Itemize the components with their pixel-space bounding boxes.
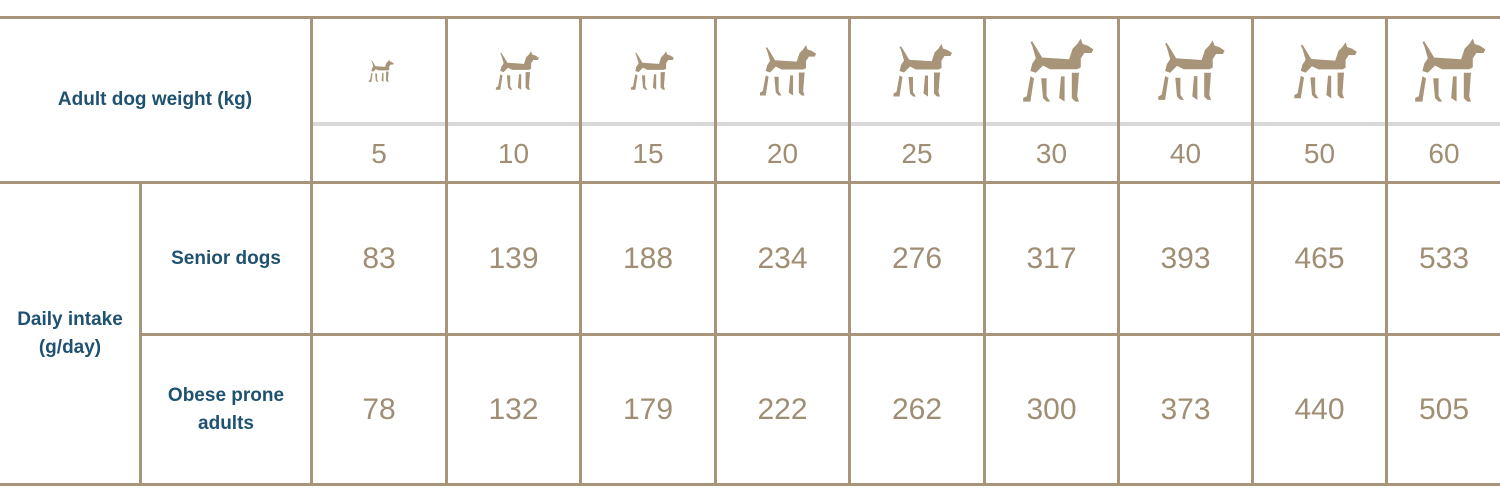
chihuahua-icon <box>368 58 394 82</box>
shepherd-icon <box>1022 38 1093 102</box>
intake-value: 276 <box>891 241 943 275</box>
dog-icon-cell <box>582 19 714 122</box>
intake-value: 139 <box>488 241 539 275</box>
row-label-senior: Senior dogs <box>171 247 281 269</box>
row-divider <box>140 333 1500 336</box>
schnauzer-icon <box>1158 39 1225 100</box>
column-border <box>139 181 142 485</box>
dog-icon-cell <box>1254 19 1385 122</box>
dog-icon-cell <box>1120 19 1251 122</box>
intake-value: 78 <box>362 392 396 426</box>
bull-terrier-icon <box>759 44 816 95</box>
column-border <box>714 16 717 485</box>
weight-header: Adult dog weight (kg) <box>57 89 253 110</box>
weight-value: 60 <box>1428 137 1460 169</box>
column-border <box>579 16 582 485</box>
dog-icon-cell <box>717 19 848 122</box>
column-border <box>1385 16 1388 485</box>
pointer-icon <box>1293 41 1357 98</box>
dog-icon-cell <box>1388 19 1500 122</box>
dog-icon-cell <box>851 19 983 122</box>
intake-value: 465 <box>1294 241 1345 275</box>
intake-value: 222 <box>757 392 808 426</box>
weight-value: 20 <box>766 137 799 169</box>
dog-icon-cell <box>448 19 579 122</box>
column-border <box>1251 16 1254 485</box>
great-dane-icon <box>1415 38 1486 102</box>
weight-value: 15 <box>632 137 664 169</box>
intake-value: 505 <box>1418 392 1470 426</box>
intake-value: 179 <box>622 392 674 426</box>
header-divider <box>312 122 1500 126</box>
intake-header: Daily intake (g/day) <box>17 309 123 358</box>
intake-value: 188 <box>622 241 674 275</box>
intake-value: 533 <box>1418 241 1470 275</box>
intake-value: 132 <box>488 392 539 426</box>
column-border <box>848 16 851 485</box>
weight-value: 30 <box>1035 137 1068 169</box>
intake-value: 83 <box>362 241 396 275</box>
weight-value: 10 <box>497 137 530 169</box>
row-label-obese: Obese prone adults <box>167 384 285 434</box>
intake-value: 373 <box>1160 392 1211 426</box>
dog-icon-cell <box>313 19 445 122</box>
weight-value: 50 <box>1303 137 1336 169</box>
weight-value: 5 <box>371 137 387 169</box>
intake-value: 262 <box>891 392 943 426</box>
terrier-icon <box>630 50 674 90</box>
dachshund-icon <box>495 50 539 90</box>
intake-value: 300 <box>1026 392 1077 426</box>
column-border <box>1117 16 1120 485</box>
column-border <box>310 16 313 485</box>
boxer-icon <box>893 43 952 96</box>
intake-value: 393 <box>1160 241 1211 275</box>
weight-value: 40 <box>1169 137 1202 169</box>
table-border <box>0 16 1500 19</box>
table-border <box>0 181 1500 184</box>
weight-value: 25 <box>901 137 933 169</box>
intake-value: 440 <box>1294 392 1345 426</box>
intake-value: 234 <box>757 241 808 275</box>
column-border <box>445 16 448 485</box>
intake-value: 317 <box>1026 241 1077 275</box>
dog-icon-cell <box>986 19 1117 122</box>
table-border <box>0 483 1500 486</box>
column-border <box>983 16 986 485</box>
